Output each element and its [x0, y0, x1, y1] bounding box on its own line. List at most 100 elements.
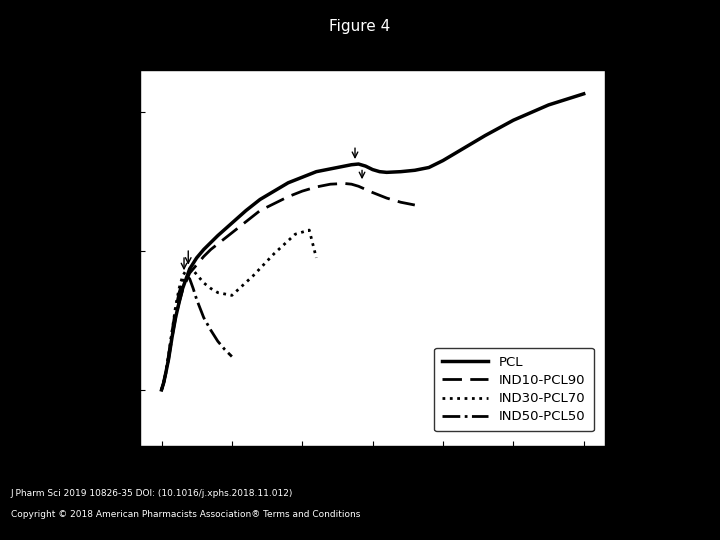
- IND50-PCL50: [185, 275, 194, 282]
- IND30-PCL70: [291, 231, 300, 238]
- PCL: [270, 188, 279, 194]
- IND10-PCL90: [242, 219, 251, 225]
- IND10-PCL90: [312, 184, 320, 190]
- IND10-PCL90: [207, 246, 215, 253]
- IND30-PCL70: [171, 303, 180, 310]
- IND50-PCL50: [161, 370, 170, 376]
- IND50-PCL50: [207, 327, 215, 333]
- IND30-PCL70: [270, 251, 279, 257]
- IND30-PCL70: [157, 387, 166, 393]
- PCL: [481, 132, 490, 139]
- Text: Figure 4: Figure 4: [329, 19, 391, 34]
- Text: J Pharm Sci 2019 10826-35 DOI: (10.1016/j.xphs.2018.11.012): J Pharm Sci 2019 10826-35 DOI: (10.1016/…: [11, 489, 293, 498]
- PCL: [460, 145, 469, 151]
- PCL: [509, 117, 518, 124]
- IND30-PCL70: [164, 352, 173, 359]
- IND50-PCL50: [171, 306, 180, 313]
- Line: IND30-PCL70: IND30-PCL70: [161, 230, 316, 390]
- PCL: [157, 387, 166, 393]
- PCL: [425, 164, 433, 171]
- IND30-PCL70: [159, 380, 168, 386]
- PCL: [207, 239, 215, 246]
- Text: Copyright © 2018 American Pharmacists Association® Terms and Conditions: Copyright © 2018 American Pharmacists As…: [11, 510, 360, 519]
- IND50-PCL50: [192, 296, 201, 303]
- Legend: PCL, IND10-PCL90, IND30-PCL70, IND50-PCL50: PCL, IND10-PCL90, IND30-PCL70, IND50-PCL…: [434, 348, 593, 431]
- PCL: [164, 356, 173, 362]
- PCL: [298, 174, 307, 180]
- IND10-PCL90: [369, 190, 377, 196]
- X-axis label: Strain, %: Strain, %: [338, 470, 408, 485]
- IND30-PCL70: [248, 273, 257, 279]
- IND30-PCL70: [312, 255, 320, 261]
- IND50-PCL50: [220, 346, 229, 353]
- PCL: [192, 255, 201, 261]
- IND50-PCL50: [179, 278, 187, 285]
- PCL: [369, 166, 377, 173]
- IND10-PCL90: [175, 299, 184, 306]
- IND50-PCL50: [214, 338, 222, 345]
- IND30-PCL70: [214, 289, 222, 296]
- Line: IND10-PCL90: IND10-PCL90: [161, 184, 415, 390]
- IND10-PCL90: [354, 183, 363, 190]
- PCL: [361, 163, 370, 170]
- PCL: [375, 168, 384, 175]
- PCL: [185, 266, 194, 272]
- IND10-PCL90: [185, 270, 194, 276]
- PCL: [168, 334, 176, 340]
- IND30-PCL70: [199, 280, 208, 286]
- IND10-PCL90: [192, 261, 201, 268]
- IND10-PCL90: [298, 188, 307, 194]
- PCL: [544, 102, 553, 108]
- IND50-PCL50: [182, 273, 191, 279]
- IND50-PCL50: [168, 328, 176, 335]
- IND30-PCL70: [305, 227, 314, 233]
- PCL: [199, 246, 208, 253]
- PCL: [312, 168, 320, 175]
- IND30-PCL70: [175, 285, 184, 292]
- PCL: [397, 168, 405, 175]
- IND30-PCL70: [185, 266, 194, 272]
- IND10-PCL90: [228, 230, 236, 236]
- PCL: [179, 285, 187, 292]
- IND10-PCL90: [161, 370, 170, 376]
- IND10-PCL90: [179, 287, 187, 293]
- IND50-PCL50: [228, 353, 236, 360]
- IND50-PCL50: [164, 352, 173, 359]
- IND10-PCL90: [340, 180, 348, 187]
- IND30-PCL70: [179, 273, 187, 279]
- Line: IND50-PCL50: IND50-PCL50: [161, 276, 232, 390]
- IND10-PCL90: [171, 314, 180, 321]
- IND10-PCL90: [382, 195, 391, 201]
- IND50-PCL50: [159, 380, 168, 386]
- IND10-PCL90: [164, 356, 173, 362]
- PCL: [159, 380, 168, 386]
- IND10-PCL90: [256, 207, 264, 214]
- IND10-PCL90: [214, 241, 222, 247]
- IND10-PCL90: [270, 200, 279, 207]
- Line: PCL: PCL: [161, 94, 584, 390]
- PCL: [284, 180, 292, 186]
- IND10-PCL90: [326, 181, 335, 187]
- IND30-PCL70: [228, 292, 236, 299]
- IND10-PCL90: [284, 193, 292, 200]
- IND10-PCL90: [410, 202, 419, 208]
- IND10-PCL90: [168, 334, 176, 340]
- IND30-PCL70: [207, 285, 215, 292]
- PCL: [326, 166, 335, 172]
- PCL: [214, 232, 222, 239]
- IND10-PCL90: [199, 253, 208, 260]
- IND10-PCL90: [157, 387, 166, 393]
- Y-axis label: Stress, MPa: Stress, MPa: [97, 214, 112, 302]
- IND50-PCL50: [157, 387, 166, 393]
- IND50-PCL50: [199, 314, 208, 321]
- PCL: [410, 167, 419, 173]
- PCL: [256, 196, 264, 202]
- IND50-PCL50: [175, 289, 184, 296]
- IND30-PCL70: [192, 271, 201, 278]
- IND10-PCL90: [397, 199, 405, 206]
- PCL: [347, 161, 356, 168]
- PCL: [161, 370, 170, 376]
- PCL: [354, 161, 363, 167]
- PCL: [175, 299, 184, 306]
- IND50-PCL50: [189, 285, 197, 292]
